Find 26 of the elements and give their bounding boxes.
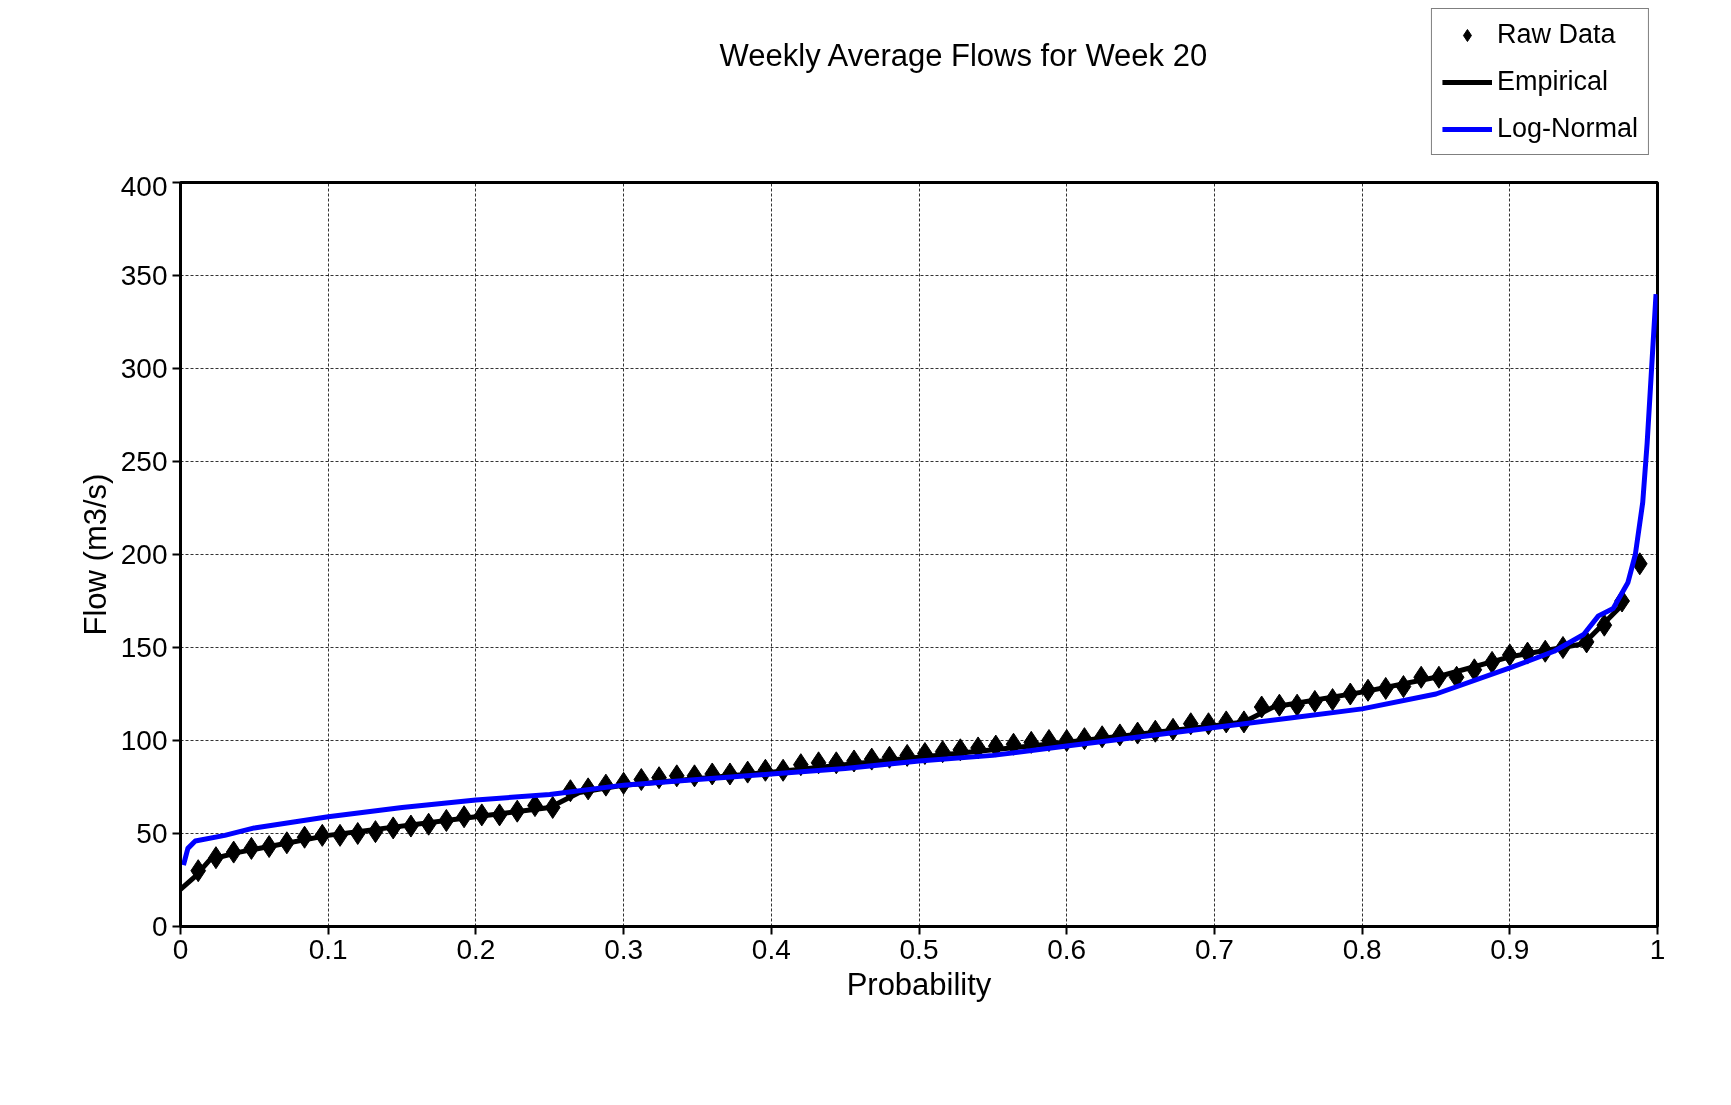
x-tick-label: 0.1 (308, 933, 348, 965)
y-tick-label: 300 (120, 353, 168, 384)
x-tick-label: 0.7 (1194, 933, 1234, 965)
x-tick-label: 1 (1649, 933, 1666, 965)
x-axis-title: Probability (846, 966, 992, 1002)
y-tick-label: 0 (151, 911, 168, 942)
y-tick-label: 100 (120, 725, 168, 756)
chart-title: Weekly Average Flows for Week 20 (719, 38, 1208, 73)
y-tick-label: 200 (120, 539, 168, 570)
y-tick-label: 350 (120, 260, 168, 291)
x-tick-label: 0 (172, 933, 189, 965)
legend-label: Log-Normal (1496, 113, 1638, 144)
y-tick-label: 400 (120, 170, 168, 202)
y-tick-label: 250 (120, 446, 168, 477)
y-tick-label: 50 (136, 818, 168, 849)
x-tick-label: 0.5 (899, 933, 939, 965)
x-tick-label: 0.9 (1490, 933, 1530, 965)
y-axis-title: Flow (m3/s) (77, 473, 113, 636)
y-tick-label: 150 (120, 632, 168, 663)
legend-label: Empirical (1496, 66, 1608, 97)
x-tick-label: 0.3 (604, 933, 644, 965)
legend-label: Raw Data (1496, 19, 1616, 50)
x-tick-label: 0.4 (751, 933, 791, 965)
x-tick-label: 0.2 (456, 933, 496, 965)
x-tick-label: 0.6 (1047, 933, 1087, 965)
x-tick-label: 0.8 (1342, 933, 1382, 965)
